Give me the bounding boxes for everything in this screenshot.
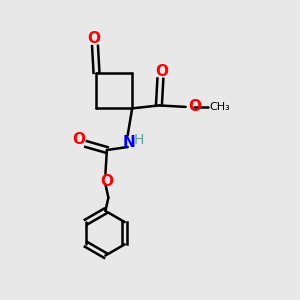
Text: O: O	[100, 174, 113, 189]
Text: H: H	[134, 134, 144, 148]
Text: O: O	[155, 64, 168, 79]
Text: O: O	[87, 31, 100, 46]
Text: CH₃: CH₃	[209, 102, 230, 112]
Text: O: O	[189, 98, 202, 113]
Text: N: N	[123, 135, 136, 150]
Text: O: O	[72, 132, 85, 147]
